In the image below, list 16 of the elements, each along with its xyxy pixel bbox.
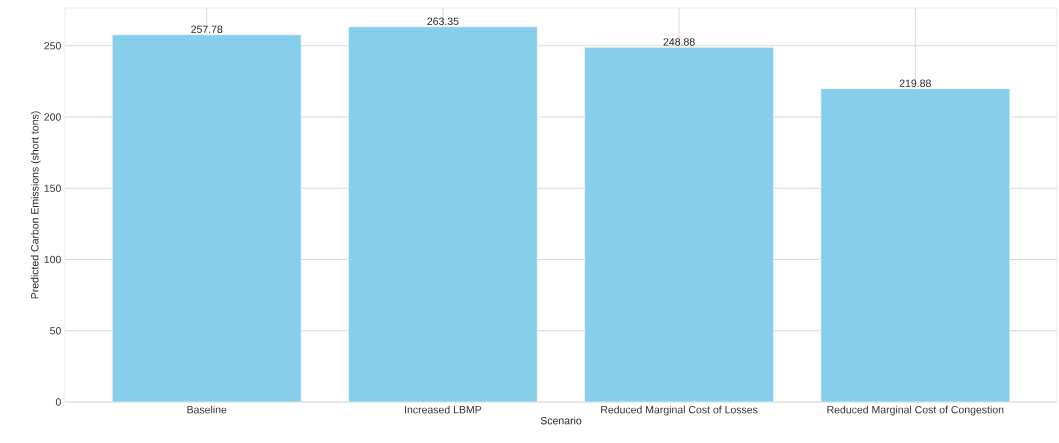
- y-tick-label: 200: [44, 113, 61, 121]
- y-tick-label: 50: [50, 327, 61, 335]
- x-tick-label: Increased LBMP: [405, 405, 482, 414]
- y-tick-label: 150: [44, 184, 61, 192]
- x-tick-label: Reduced Marginal Cost of Congestion: [827, 405, 1004, 416]
- data-label: 257.78: [191, 25, 223, 33]
- y-tick-label: 250: [44, 42, 61, 50]
- x-tick-label: Reduced Marginal Cost of Losses: [601, 405, 758, 416]
- y-tick-label: 100: [44, 255, 61, 264]
- data-label: 263.35: [427, 17, 459, 26]
- x-axis-title: Scenario: [540, 416, 582, 425]
- y-axis-title: Predicted Carbon Emissions (short tons): [30, 111, 41, 299]
- data-label: 219.88: [899, 79, 931, 87]
- y-tick-label: 0: [55, 398, 61, 406]
- data-label: 248.88: [663, 38, 695, 46]
- x-tick-label: Baseline: [187, 405, 227, 414]
